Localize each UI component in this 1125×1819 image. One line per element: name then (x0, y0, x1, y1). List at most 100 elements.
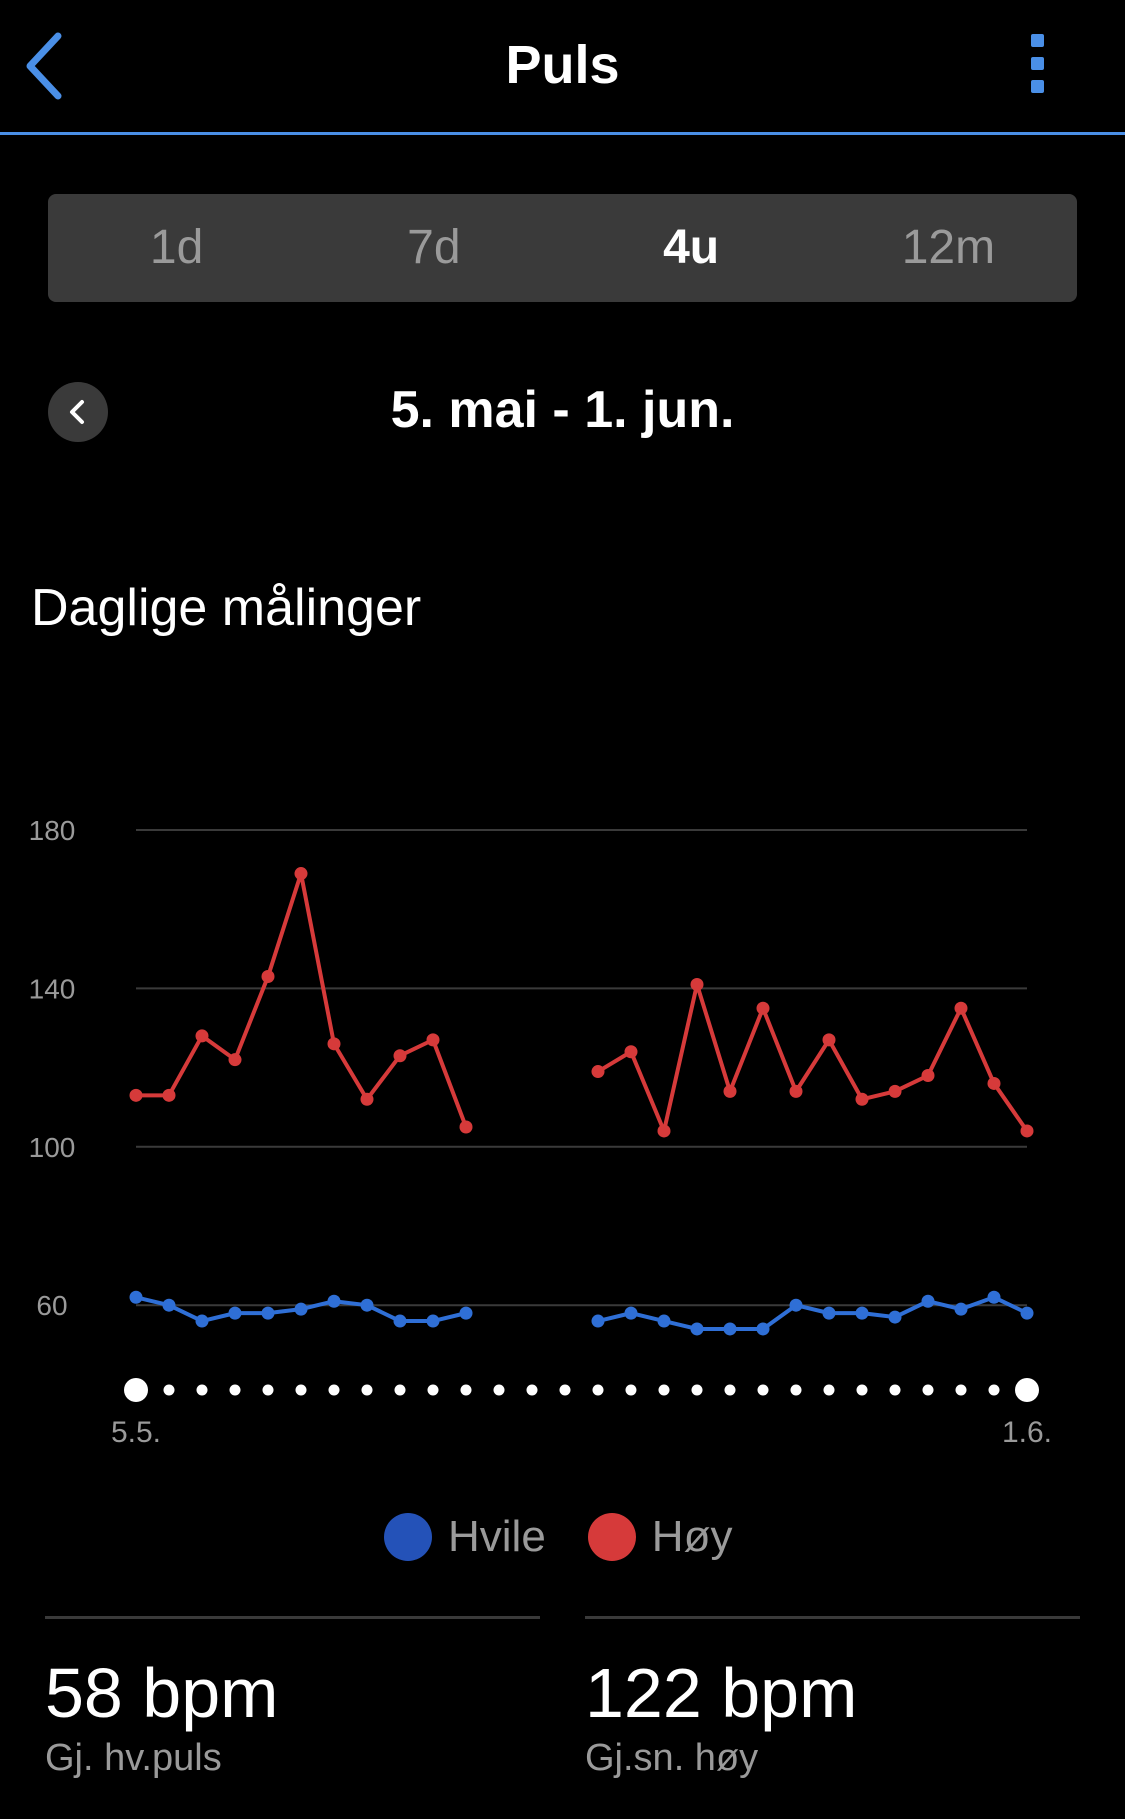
x-day-marker (757, 1384, 769, 1396)
data-point-hvile (624, 1306, 638, 1320)
heart-rate-chart: 60 100 140 180 5.5. 1.6. (29, 815, 1052, 1449)
data-point-høy (591, 1065, 605, 1079)
x-day-marker (328, 1384, 340, 1396)
data-point-hvile (789, 1298, 803, 1312)
data-point-høy (822, 1033, 836, 1047)
data-point-hvile (690, 1322, 704, 1336)
x-tick-label: 1.6. (1002, 1416, 1052, 1449)
data-point-høy (624, 1045, 638, 1059)
period-tabs: 1d 7d 4u 12m (48, 194, 1077, 302)
data-point-høy (789, 1084, 803, 1098)
chevron-left-icon (26, 32, 62, 100)
data-point-hvile (360, 1298, 374, 1312)
data-point-høy (327, 1037, 341, 1051)
data-point-høy (756, 1001, 770, 1015)
data-point-hvile (954, 1302, 968, 1316)
data-point-høy (888, 1084, 902, 1098)
data-point-hvile (855, 1306, 869, 1320)
data-point-hvile (756, 1322, 770, 1336)
page-title: Puls (505, 35, 620, 95)
series-line-høy (596, 982, 1029, 1133)
x-day-marker (1015, 1378, 1039, 1402)
x-day-marker (856, 1384, 868, 1396)
data-point-høy (129, 1088, 143, 1102)
x-day-marker (625, 1384, 637, 1396)
back-button[interactable] (22, 30, 72, 102)
x-day-marker (394, 1384, 406, 1396)
previous-period-button[interactable] (48, 382, 108, 442)
data-point-høy (690, 977, 704, 991)
data-point-hvile (129, 1290, 143, 1304)
x-day-marker (262, 1384, 274, 1396)
data-point-hvile (228, 1306, 242, 1320)
data-point-hvile (393, 1314, 407, 1328)
legend-item-hvile: Hvile (384, 1512, 546, 1562)
data-point-høy (1020, 1124, 1034, 1138)
stat-high-value: 122 bpm (585, 1654, 858, 1732)
x-day-marker (124, 1378, 148, 1402)
x-day-marker (922, 1384, 934, 1396)
x-day-marker (427, 1384, 439, 1396)
tab-4u[interactable]: 4u (663, 221, 720, 274)
data-point-høy (294, 867, 308, 881)
x-day-marker (988, 1384, 1000, 1396)
data-point-hvile (987, 1290, 1001, 1304)
x-day-marker (691, 1384, 703, 1396)
series-line-høy (136, 871, 468, 1128)
data-point-hvile (294, 1302, 308, 1316)
x-day-marker (823, 1384, 835, 1396)
x-day-marker (526, 1384, 538, 1396)
tab-7d[interactable]: 7d (407, 221, 461, 274)
x-day-marker (790, 1384, 802, 1396)
x-day-marker (889, 1384, 901, 1396)
data-point-hvile (1020, 1306, 1034, 1320)
data-point-hvile (195, 1314, 209, 1328)
x-day-marker (724, 1384, 736, 1396)
data-point-hvile (327, 1294, 341, 1308)
data-point-høy (195, 1029, 209, 1043)
legend-label-hvile: Hvile (448, 1512, 546, 1561)
data-point-hvile (591, 1314, 605, 1328)
data-point-høy (162, 1088, 176, 1102)
section-title: Daglige målinger (31, 579, 422, 637)
x-day-marker (295, 1384, 307, 1396)
legend-label-hoy: Høy (651, 1512, 733, 1561)
stat-resting: 58 bpm Gj. hv.puls (45, 1616, 540, 1780)
stat-high-label: Gj.sn. høy (585, 1737, 759, 1779)
y-tick-label: 180 (29, 815, 76, 846)
data-point-hvile (921, 1294, 935, 1308)
legend-swatch-hvile (384, 1513, 432, 1561)
legend-item-hoy: Høy (587, 1512, 733, 1562)
data-point-høy (459, 1120, 473, 1134)
x-tick-label: 5.5. (111, 1416, 161, 1449)
y-tick-label: 60 (36, 1290, 67, 1321)
stat-resting-label: Gj. hv.puls (45, 1737, 222, 1779)
more-vertical-icon[interactable] (1025, 30, 1055, 100)
data-point-høy (426, 1033, 440, 1047)
data-point-høy (261, 970, 275, 984)
stat-resting-value: 58 bpm (45, 1654, 279, 1732)
x-day-marker (361, 1384, 373, 1396)
data-point-høy (657, 1124, 671, 1138)
tab-1d[interactable]: 1d (149, 221, 204, 274)
x-day-marker (163, 1384, 175, 1396)
chevron-left-icon (70, 400, 84, 424)
x-day-marker (460, 1384, 472, 1396)
data-point-høy (987, 1076, 1001, 1090)
y-tick-label: 140 (29, 973, 76, 1004)
stat-high: 122 bpm Gj.sn. høy (585, 1616, 1080, 1780)
y-tick-label: 100 (29, 1132, 76, 1163)
x-day-marker (592, 1384, 604, 1396)
app-header: Puls (0, 0, 1125, 135)
x-day-marker (559, 1384, 571, 1396)
data-point-høy (855, 1092, 869, 1106)
data-point-høy (393, 1049, 407, 1063)
chart-legend: Hvile Høy (384, 1512, 774, 1562)
data-point-hvile (822, 1306, 836, 1320)
data-point-hvile (723, 1322, 737, 1336)
data-point-høy (360, 1092, 374, 1106)
x-day-marker (196, 1384, 208, 1396)
tab-12m[interactable]: 12m (901, 221, 996, 274)
x-day-marker (493, 1384, 505, 1396)
data-point-hvile (459, 1306, 473, 1320)
